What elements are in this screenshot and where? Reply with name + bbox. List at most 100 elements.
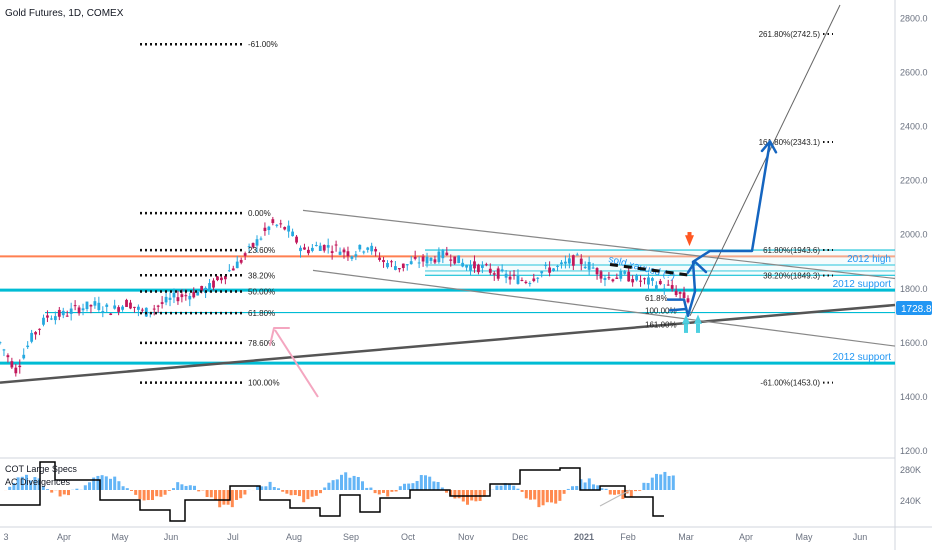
cot-histogram-bar [16,477,20,490]
cot-histogram-bar [327,482,331,490]
cot-histogram-bar [88,482,91,490]
cot-histogram-bar [592,484,595,490]
candle-body [670,285,674,289]
cot-histogram-bar [293,490,297,496]
cot-histogram-bar [432,481,436,490]
cot-histogram-bar [151,490,154,501]
cot-tick-label: 280K [900,465,921,475]
candle-body [413,256,417,259]
cot-histogram-bar [537,490,541,508]
candle-body [263,227,267,232]
candle-body [117,307,121,312]
cot-histogram-bar [335,479,339,490]
cot-histogram-bar [617,490,621,495]
cot-histogram-bar [520,490,524,492]
x-tick-label: Sep [343,532,359,542]
cot-histogram-bar [575,485,579,490]
cot-histogram-bar [62,490,66,495]
candle-body [528,283,532,285]
cot-histogram-bar [663,471,667,490]
candle-body [678,292,682,294]
cot-histogram-bar [373,490,377,494]
candle-body [239,259,243,263]
candle-body [552,268,555,271]
candle-body [417,262,421,264]
cot-histogram-bar [571,486,574,490]
cot-histogram-bar [155,490,159,497]
arrow-path-main [666,140,772,318]
pink-arrow-head [269,327,290,346]
arrow-stub [668,307,688,312]
cot-histogram-bar [382,490,385,493]
candle-body [2,349,6,351]
cot-histogram-bar [558,490,562,501]
candle-body [382,260,385,263]
candle-body [291,231,294,237]
cot-histogram-bar [600,488,604,490]
cot-histogram-bar [272,487,276,490]
candle-body [583,266,587,269]
cot-histogram-bar [445,490,448,493]
indicator-label-cot: COT Large Specs [5,464,77,474]
y-tick-label: 1400.0 [900,392,928,402]
cot-histogram-bar [285,490,289,494]
candle-body [394,266,397,270]
candle-body [251,243,255,248]
cot-histogram-bar [344,472,348,490]
cot-histogram-bar [205,490,209,497]
x-tick-label: Apr [739,532,753,542]
cot-histogram-bar [440,487,444,490]
candle-body [89,304,93,307]
cot-histogram-bar [411,483,415,490]
candle-body [465,265,468,268]
candle-body [184,295,188,297]
candle-body [133,306,136,308]
candle-body [536,277,540,279]
candle-body [623,271,627,274]
candle-body [38,328,41,330]
y-tick-label: 1800.0 [900,284,928,294]
cot-histogram-bar [566,488,570,490]
trendline-upper [302,209,896,280]
projection-arrows [269,140,778,398]
candle-body [223,275,227,280]
buy-marker-stem [684,323,688,333]
cot-histogram-bar [314,490,318,496]
price-tag-label: 1728.8 [901,304,932,315]
cot-histogram-bar [264,486,268,490]
cot-histogram-bar [104,476,108,490]
candle-body [445,252,449,256]
candle-body [457,255,461,264]
cot-histogram-bar [562,490,566,494]
candle-body [421,256,425,262]
cot-histogram-bar [75,488,79,490]
cot-histogram-bar [356,477,360,490]
candle-body [113,305,117,309]
cot-histogram-bar [453,490,457,499]
candle-body [247,246,251,248]
candle-body [346,251,350,257]
y-tick-label: 2600.0 [900,68,928,78]
cot-histogram-bar [197,490,201,492]
cot-histogram-bar [306,490,310,500]
candle-body [140,309,144,311]
x-tick-label: Aug [286,532,302,542]
candle-body [164,296,168,303]
cot-histogram-bar [524,490,528,499]
chart-title: Gold Futures, 1D, COMEX [5,8,124,19]
cot-histogram-bar [634,490,637,492]
candle-body [564,261,567,264]
candle-body [299,247,302,252]
cot-histogram-bar [323,487,327,490]
cot-histogram-bar [222,490,226,505]
cot-histogram-bar [113,476,117,490]
candle-body [429,257,433,261]
level-label: 2012 support [833,279,892,290]
cot-histogram-bar [545,490,549,503]
cot-histogram-bar [58,490,62,497]
cot-histogram-bar [214,490,217,501]
arrow-head-main [760,140,778,154]
candle-body [639,280,642,282]
cot-histogram-bar [67,490,70,496]
candle-body [366,247,370,250]
